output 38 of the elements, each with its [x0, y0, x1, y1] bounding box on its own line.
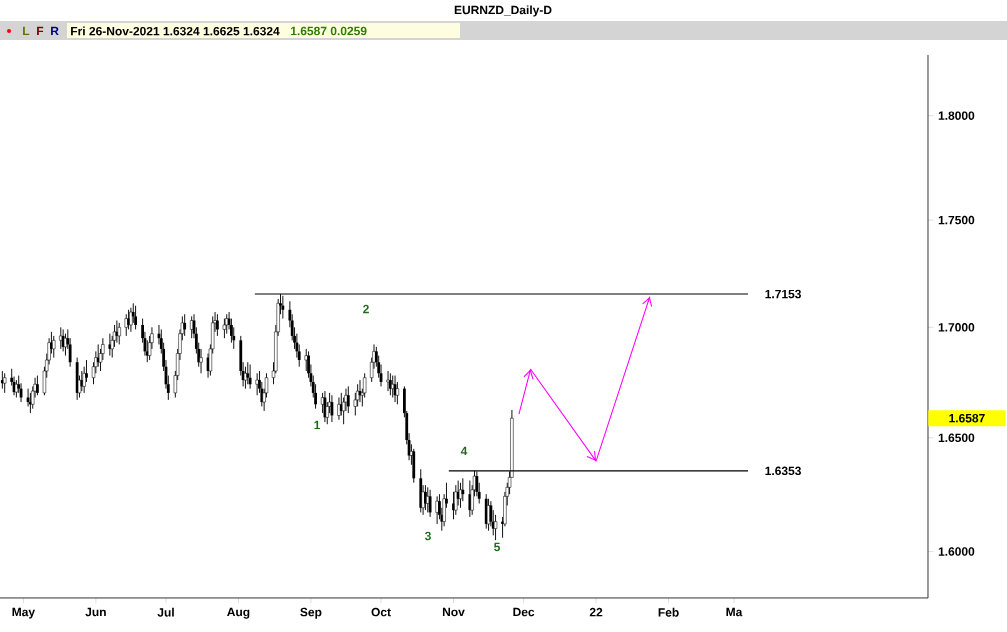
- text: L: [23, 26, 30, 36]
- candlestick: [246, 361, 250, 385]
- x-tick-label: Sep: [300, 607, 322, 619]
- candlestick: [346, 385, 350, 414]
- x-tick-label: 22: [589, 607, 603, 617]
- series-label: 1.7153: [765, 289, 801, 299]
- x-tick-label: Oct: [371, 607, 391, 617]
- text: 1.6587: [949, 413, 985, 423]
- y-tick-label: 1.7000: [938, 323, 975, 332]
- x-tick-label: Jul: [157, 607, 174, 617]
- annotation: 5: [494, 542, 500, 552]
- annotation: 4: [460, 446, 468, 456]
- y-tick-label: 1.6000: [938, 547, 975, 556]
- text: 1.6587 0.0259: [291, 26, 367, 36]
- x-tick-label: Dec: [513, 607, 535, 617]
- y-tick-label: 1.8000: [938, 111, 975, 120]
- x-tick-label: May: [12, 607, 35, 619]
- annotation: 2: [363, 304, 369, 314]
- y-tick-label: 1.6500: [938, 433, 975, 443]
- annotation: 3: [424, 531, 431, 541]
- y-tick-label: 1.7500: [938, 215, 975, 225]
- candlestick: [435, 495, 439, 525]
- candlestick: [388, 372, 392, 396]
- chart-title: EURNZD_Daily-D: [454, 5, 552, 17]
- text: R: [51, 26, 59, 36]
- candlestick: [3, 372, 7, 394]
- x-tick-label: Nov: [442, 607, 465, 617]
- x-tick-label: Jun: [85, 607, 106, 617]
- annotation: 1: [314, 420, 321, 430]
- candlestick: [428, 489, 432, 518]
- text: Fri 26-Nov-2021 1.6324 1.6625 1.6324: [71, 26, 280, 36]
- candlestick: [36, 375, 39, 396]
- x-tick-label: Aug: [227, 607, 250, 619]
- series-label: 1.6353: [765, 466, 801, 476]
- text: F: [37, 26, 44, 36]
- x-tick-label: Feb: [658, 607, 679, 617]
- candlestick: [183, 313, 187, 337]
- x-tick-label: Ma: [726, 607, 743, 617]
